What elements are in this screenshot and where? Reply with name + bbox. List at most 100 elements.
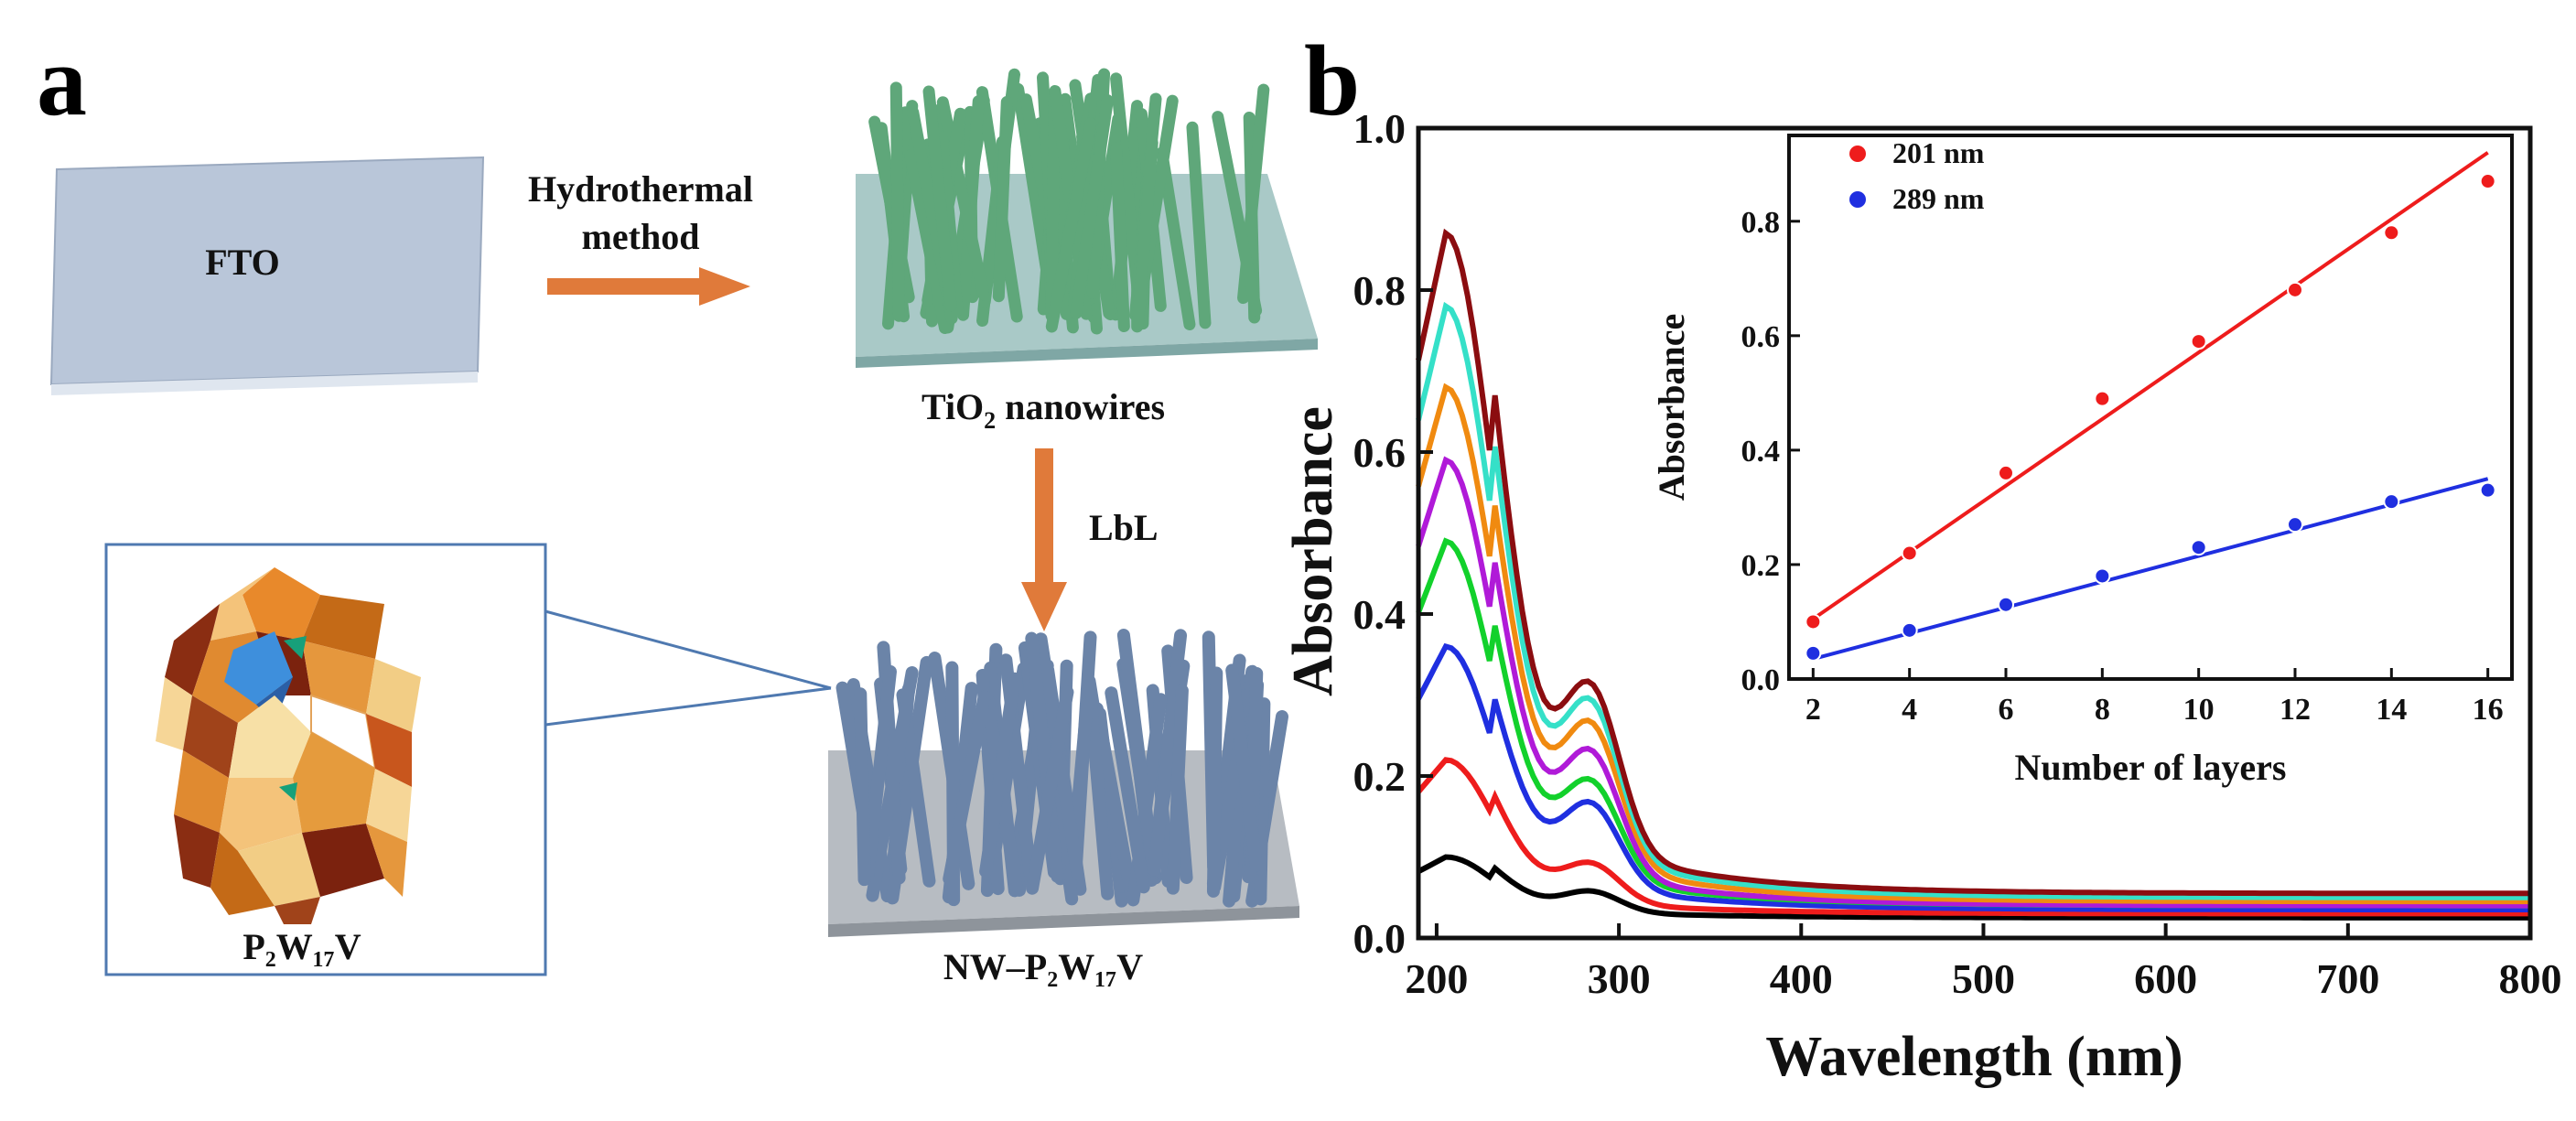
spectrum-line-1 (1417, 854, 2528, 921)
nanowire (1212, 111, 1263, 317)
y-tick-label: 0.0 (1353, 915, 1407, 962)
hydrothermal-arrow (547, 267, 750, 306)
nanowire (1208, 664, 1259, 894)
nanowire (1026, 685, 1074, 895)
inset-point (2479, 481, 2496, 499)
spectrum-line-7 (1416, 301, 2528, 900)
x-tick-label: 800 (2499, 955, 2562, 1002)
inset-y-tick-label: 0.8 (1741, 206, 1781, 240)
nanowire (935, 131, 964, 317)
x-axis-label: Wavelength (nm) (1765, 1026, 2183, 1088)
y-tick-label: 1.0 (1353, 105, 1407, 152)
y-tick-label: 0.8 (1353, 267, 1407, 314)
nanowire (992, 95, 1013, 303)
nanowire (1166, 684, 1189, 895)
spectrum-line-2 (1416, 757, 2528, 917)
legend-marker (1849, 191, 1866, 208)
y-axis-label: Absorbance (1282, 406, 1344, 696)
x-tick-label: 500 (1952, 955, 2015, 1002)
inset-x-tick-label: 8 (2095, 693, 2110, 727)
x-tick-label: 600 (2134, 955, 2197, 1002)
nanowire (889, 81, 905, 322)
inset-y-axis-label: Absorbance (1651, 314, 1692, 501)
nanowire (1025, 631, 1064, 883)
nanowire (1131, 136, 1159, 330)
nanowire (904, 149, 952, 335)
y-tick-label: 0.2 (1353, 753, 1407, 800)
nanowire (861, 664, 897, 883)
inset-point (2094, 567, 2111, 585)
spectrum-line-5 (1416, 456, 2528, 909)
inset-point (1805, 613, 1822, 631)
inset-x-tick-label: 16 (2473, 693, 2504, 727)
y-tick-label: 0.6 (1353, 429, 1407, 476)
nanowire (1045, 86, 1062, 322)
nanowire (1206, 666, 1223, 898)
nanowire (1090, 702, 1137, 899)
inset-point (2190, 539, 2207, 556)
inset-x-tick-label: 2 (1805, 693, 1821, 727)
fto-substrate (49, 156, 485, 395)
legend-label: 289 nm (1892, 182, 1985, 215)
inset-point (2094, 390, 2111, 407)
inset-point (2383, 224, 2400, 242)
main-plot-frame (1416, 125, 2533, 941)
schematic-panel: a FTO Hydrothermal method TiO2 nanowires… (37, 25, 1318, 987)
fto-label: FTO (205, 242, 280, 283)
legend-marker (1849, 146, 1866, 162)
nanowire (1084, 703, 1115, 900)
nw-p2w17v-array (828, 629, 1299, 937)
inset-point (1998, 596, 2014, 613)
inset-x-tick-label: 6 (1999, 693, 2014, 727)
inset-frame (1787, 134, 2514, 681)
x-tick-label: 200 (1405, 955, 1468, 1002)
inset-point (2383, 493, 2400, 511)
nanowire (1105, 686, 1150, 894)
panel-label-b: b (1304, 25, 1360, 136)
spectrum-line-6 (1416, 383, 2528, 905)
nanowire (1225, 663, 1263, 872)
nw-p2w17v-label: NW–P₂W₁₇V (943, 946, 1143, 987)
inset-point (2287, 516, 2303, 534)
panel-label-a: a (37, 25, 87, 136)
nanowire (1186, 121, 1212, 329)
y-tick-label: 0.4 (1353, 591, 1407, 638)
tio2-nanowires-label: TiO2 nanowires (922, 386, 1165, 434)
inset-point (1901, 621, 1918, 639)
pom-polyhedra-illustration (156, 567, 421, 924)
lbl-label: LbL (1089, 507, 1159, 548)
inset-point (1805, 644, 1822, 662)
inset-x-tick-label: 10 (2183, 693, 2215, 727)
nanowire (866, 665, 919, 902)
nanowire (922, 85, 957, 312)
inset-fit-line-2 (1812, 477, 2489, 662)
inset-point (1998, 464, 2014, 481)
nanowire (1045, 117, 1097, 333)
x-tick-label: 400 (1770, 955, 1833, 1002)
x-tick-label: 300 (1588, 955, 1651, 1002)
x-tick-label: 700 (2316, 955, 2379, 1002)
nanowire (1070, 94, 1114, 319)
spectrum-line-3 (1416, 642, 2528, 912)
inset-point (1901, 544, 1918, 562)
inset-point (2287, 281, 2303, 298)
inset-point (2479, 173, 2496, 190)
spectrum-line-8 (1416, 228, 2528, 897)
nanowire (1116, 629, 1160, 878)
nanowire (1148, 659, 1184, 877)
inset-y-tick-label: 0.0 (1741, 663, 1781, 697)
hydrothermal-label: Hydrothermal (528, 168, 753, 210)
nanowire (1110, 142, 1130, 333)
nanowire (943, 690, 991, 886)
inset-x-tick-label: 12 (2280, 693, 2311, 727)
inset-y-tick-label: 0.2 (1741, 549, 1781, 583)
lbl-arrow (1021, 448, 1067, 631)
pom-label: P₂W₁₇V (243, 926, 361, 967)
nanowire (936, 96, 990, 301)
inset-y-tick-label: 0.4 (1741, 435, 1781, 469)
method-label: method (582, 216, 700, 257)
legend-label: 201 nm (1892, 136, 1985, 169)
inset-x-tick-label: 4 (1902, 693, 1917, 727)
inset-y-tick-label: 0.6 (1741, 320, 1781, 354)
nanowire (854, 687, 871, 887)
